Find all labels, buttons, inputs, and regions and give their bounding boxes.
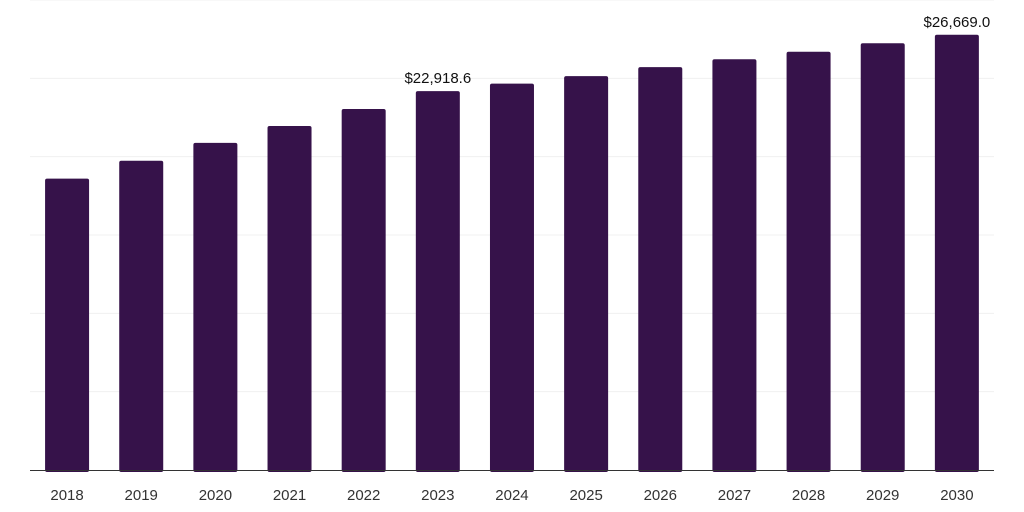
x-tick-label-2020: 2020 bbox=[199, 487, 232, 504]
bar-2026[interactable] bbox=[638, 67, 683, 472]
data-label-2023: $22,918.6 bbox=[404, 70, 471, 87]
data-labels: $22,918.6 $26,669.0 bbox=[404, 14, 990, 87]
x-tick-label-2022: 2022 bbox=[347, 487, 380, 504]
x-tick-label-2025: 2025 bbox=[569, 487, 602, 504]
x-tick-label-2024: 2024 bbox=[495, 487, 528, 504]
bar-2022[interactable] bbox=[341, 109, 386, 472]
x-tick-label-2028: 2028 bbox=[792, 487, 825, 504]
bar-2020[interactable] bbox=[193, 142, 238, 472]
bars bbox=[45, 34, 979, 473]
bar-2025[interactable] bbox=[564, 76, 609, 472]
bar-2028[interactable] bbox=[786, 51, 831, 472]
x-tick-label-2021: 2021 bbox=[273, 487, 306, 504]
bar-2018[interactable] bbox=[45, 178, 90, 472]
bar-2029[interactable] bbox=[860, 43, 905, 473]
x-tick-label-2027: 2027 bbox=[718, 487, 751, 504]
bar-2030[interactable] bbox=[934, 34, 979, 472]
x-tick-label-2026: 2026 bbox=[644, 487, 677, 504]
x-tick-label-2029: 2029 bbox=[866, 487, 899, 504]
x-tick-label-2018: 2018 bbox=[50, 487, 83, 504]
bar-2027[interactable] bbox=[712, 59, 757, 472]
bar-2019[interactable] bbox=[119, 160, 164, 473]
x-tick-label-2019: 2019 bbox=[125, 487, 158, 504]
bar-2023[interactable] bbox=[415, 91, 460, 473]
data-label-2030: $26,669.0 bbox=[924, 14, 991, 31]
bar-2024[interactable] bbox=[489, 83, 534, 472]
bar-2021[interactable] bbox=[267, 125, 312, 473]
x-tick-label-2023: 2023 bbox=[421, 487, 454, 504]
x-axis-tick-labels: 2018 2019 2020 2021 2022 2023 2024 2025 2026 2027… bbox=[50, 487, 973, 504]
x-tick-label-2030: 2030 bbox=[940, 487, 973, 504]
